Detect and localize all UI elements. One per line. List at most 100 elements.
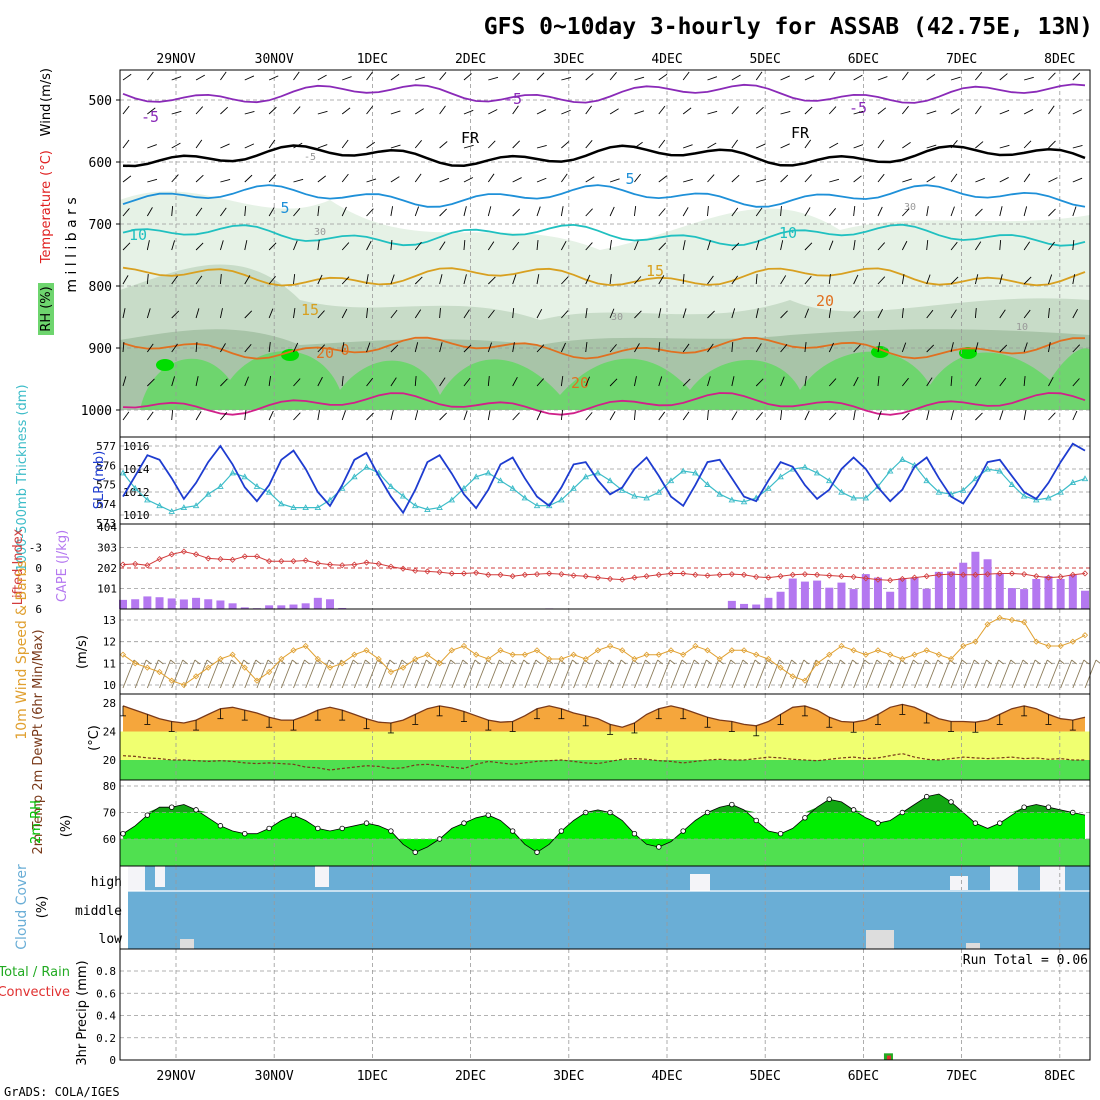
wind10m-barb [816,659,829,689]
cape-bar [727,600,736,609]
wind10m-barb-flag [499,659,505,665]
li-point [716,571,723,578]
yellow-band [120,731,1090,760]
wind10m-barb [792,659,805,689]
wind-barb [268,139,276,149]
cape-bar [752,604,761,609]
thickness-point [241,473,249,480]
wind-barb [317,274,323,285]
wind-barb [1023,206,1028,217]
wind10m-barb [414,659,427,689]
li-point [546,570,553,577]
rh2m-point [1045,804,1052,810]
wind-barb [536,109,547,115]
wind10m-barb [877,659,890,689]
wind-barb [877,206,883,217]
wind-barb [585,242,593,251]
wind-barb [390,309,398,319]
wind-barb [463,274,467,285]
wind-barb [171,142,181,149]
top-day-label: 3DEC [553,52,584,67]
wind-barb [268,207,275,217]
wind-barb [244,174,253,183]
wind10m-panel: 13 12 11 10 10m Wind Speed & Barbs (m/s) [14,560,1100,740]
thickness-point [923,477,930,484]
rh2m-point [729,801,735,808]
thickness-point [740,498,748,505]
wind-barb [487,276,496,285]
contour-label: 30 [314,227,326,238]
thickness-point [1020,492,1028,499]
li-point [887,577,894,584]
wind10m-point [680,651,687,658]
wind-barb [1023,173,1031,183]
rh2m-point [120,831,126,837]
wind10m-barb-flag [1095,659,1100,664]
wind-barb [293,71,300,81]
thickness-tick-label: 577 [96,440,116,453]
wind10m-point [436,660,443,667]
li-point [1057,573,1064,580]
wind10m-barb-flag [243,659,249,665]
cape-bar [301,603,310,609]
wind10m-point [546,655,553,663]
legend-convective: Convective [0,985,70,1000]
wind-barb [463,144,474,149]
rh2m-point [1021,804,1027,810]
li-point [984,571,991,578]
thickness-point [801,463,809,470]
wind-barb [122,139,130,149]
wind-barb [731,242,740,251]
wind10m-barb-flag [365,659,371,665]
wind10m-barb [853,659,866,689]
rh-max-blob [959,347,977,359]
wind-barb [877,107,887,115]
wind-barb [707,376,711,387]
wind-barb [658,308,662,319]
wind-barb [414,309,422,319]
thickness-point [411,502,419,509]
contour-label: 5 [280,199,289,217]
wind-barb [341,376,344,387]
wind-barb [658,242,667,251]
wind10m-point [947,655,955,663]
wind10m-point [655,651,662,658]
wind-barb [171,240,176,251]
wind-barb [634,276,642,285]
pressure-tick-label: 500 [89,94,112,109]
wind-side-label: Wind [39,104,54,137]
wind-barb [512,105,519,115]
wind10m-barb [914,659,926,689]
wind-barb [1048,140,1056,149]
wind10m-barb-flag [1022,659,1029,665]
wind-barb [877,276,886,285]
thickness-point [521,494,529,501]
credit-label: GrADS: COLA/IGES [4,1085,120,1099]
wind10m-barb [293,659,305,689]
wind-barb [585,412,593,421]
wind-barb [1023,140,1032,149]
wind10m-point [753,651,760,658]
rh2m-point [217,823,224,829]
wind-barb [901,71,909,81]
rh2m-tick-label: 80 [103,780,116,793]
wind-barb [171,110,182,115]
wind-barb [293,178,304,183]
wind-barb [122,73,132,81]
precip-frame [119,948,1091,1061]
wind10m-barb-flag [231,659,237,665]
wind10m-barb [366,659,378,689]
thickness-point [1033,496,1040,503]
wind10m-point [765,655,772,663]
wind10m-series-line [122,617,1086,686]
rh-legend-swatch [38,283,54,335]
cape-bar [800,581,809,609]
thickness-point [448,496,456,503]
li-point [473,569,480,576]
wind-barb [780,344,788,353]
wind-barb [901,377,909,387]
wind-barb [975,177,985,183]
wind-barb [220,378,228,387]
wind-barb [146,308,151,319]
wind-barb [512,241,520,251]
